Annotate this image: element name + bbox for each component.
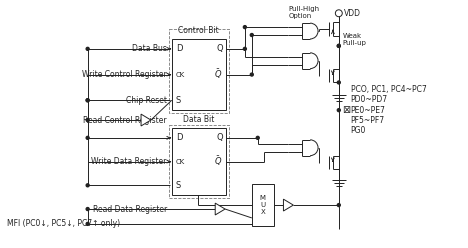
Text: Control Bit: Control Bit: [178, 26, 219, 35]
Text: Write Data Register: Write Data Register: [91, 157, 167, 166]
Circle shape: [337, 44, 340, 47]
Bar: [172, 39, 226, 110]
Circle shape: [250, 73, 253, 76]
Text: $\bar{Q}$: $\bar{Q}$: [214, 155, 222, 168]
Circle shape: [86, 99, 89, 102]
Circle shape: [243, 47, 246, 50]
Text: ⊠: ⊠: [342, 105, 350, 115]
Text: Read Control Register: Read Control Register: [83, 116, 167, 124]
Circle shape: [243, 26, 246, 29]
Text: Q: Q: [216, 44, 223, 53]
Text: $\bar{Q}$: $\bar{Q}$: [214, 68, 222, 81]
Text: CK: CK: [176, 158, 185, 165]
Text: Data Bit: Data Bit: [183, 115, 214, 124]
Circle shape: [337, 204, 340, 207]
Circle shape: [337, 109, 340, 112]
Circle shape: [86, 208, 89, 211]
Circle shape: [337, 81, 340, 84]
Text: M
U
X: M U X: [260, 195, 266, 215]
Text: PCO, PC1, PC4~PC7
PD0~PD7
PE0~PE7
PF5~PF7
PG0: PCO, PC1, PC4~PC7 PD0~PD7 PE0~PE7 PF5~PF…: [351, 85, 426, 135]
Bar: [169, 29, 229, 113]
Circle shape: [86, 47, 89, 50]
Text: Data Bus: Data Bus: [132, 44, 167, 53]
Circle shape: [86, 99, 89, 102]
Bar: [252, 184, 274, 226]
Circle shape: [337, 44, 340, 47]
Circle shape: [250, 33, 253, 36]
Bar: [169, 125, 229, 198]
Polygon shape: [215, 203, 225, 215]
Text: D: D: [176, 133, 182, 142]
Text: CK: CK: [176, 72, 185, 78]
Circle shape: [86, 136, 89, 139]
Text: MFI (PC0↓, PC5↓, PC7↑ only): MFI (PC0↓, PC5↓, PC7↑ only): [7, 219, 120, 228]
Text: Write Control Register: Write Control Register: [82, 70, 167, 79]
Circle shape: [86, 184, 89, 187]
Text: Pull-High
Option: Pull-High Option: [288, 6, 320, 19]
Circle shape: [256, 136, 259, 139]
Circle shape: [86, 222, 89, 225]
Text: S: S: [176, 96, 181, 105]
Polygon shape: [284, 199, 293, 211]
Text: VDD: VDD: [344, 9, 361, 18]
Text: Read Data Register: Read Data Register: [93, 205, 167, 214]
Text: D: D: [176, 44, 182, 53]
Text: Weak
Pull-up: Weak Pull-up: [343, 33, 366, 46]
Circle shape: [86, 119, 89, 122]
Text: Q: Q: [216, 133, 223, 142]
Text: S: S: [176, 181, 181, 190]
Polygon shape: [141, 114, 151, 126]
Text: Chip Reset: Chip Reset: [126, 96, 167, 105]
Bar: [172, 128, 226, 195]
